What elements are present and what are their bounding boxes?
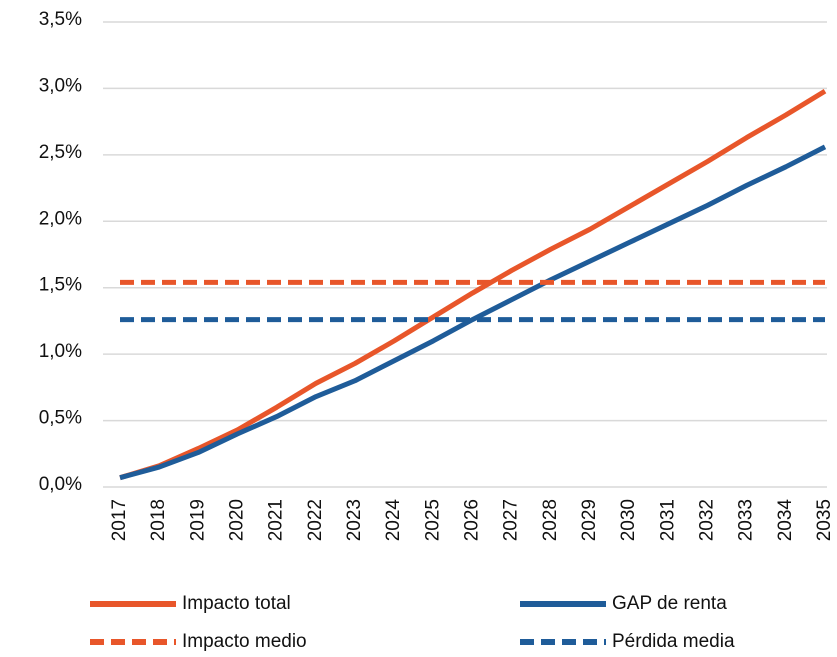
y-tick-label: 0,0%: [39, 474, 82, 495]
x-tick-label: 2024: [383, 499, 404, 542]
x-tick-label: 2027: [501, 499, 522, 541]
legend-label: Impacto medio: [182, 631, 307, 652]
legend-label: Pérdida media: [612, 631, 735, 652]
x-tick-label: 2020: [227, 499, 248, 541]
x-tick-label: 2028: [540, 499, 561, 541]
y-tick-label: 1,0%: [39, 341, 82, 362]
y-tick-label: 0,5%: [39, 408, 82, 429]
legend-label: Impacto total: [182, 593, 291, 614]
x-tick-label: 2019: [187, 499, 208, 541]
x-tick-label: 2034: [775, 499, 796, 542]
x-tick-label: 2022: [305, 499, 326, 541]
x-tick-label: 2025: [422, 499, 443, 541]
series-line: [119, 144, 827, 481]
x-tick-label: 2033: [736, 499, 757, 541]
x-tick-label: 2021: [266, 499, 287, 541]
x-tick-label: 2023: [344, 499, 365, 541]
y-tick-label: 3,5%: [39, 9, 82, 30]
legend-label: GAP de renta: [612, 593, 727, 614]
x-tick-label: 2032: [697, 499, 718, 541]
y-tick-label: 3,0%: [39, 75, 82, 96]
x-tick-label: 2018: [148, 499, 169, 541]
x-tick-label: 2030: [618, 499, 639, 541]
x-tick-label: 2035: [814, 499, 835, 541]
x-tick-label: 2026: [462, 499, 483, 541]
y-tick-label: 1,5%: [39, 275, 82, 296]
x-tick-label: 2031: [657, 499, 678, 541]
y-tick-label: 2,5%: [39, 142, 82, 163]
x-tick-label: 2029: [579, 499, 600, 541]
x-tick-label: 2017: [109, 499, 130, 541]
y-tick-label: 2,0%: [39, 208, 82, 229]
series-line: [119, 88, 827, 481]
